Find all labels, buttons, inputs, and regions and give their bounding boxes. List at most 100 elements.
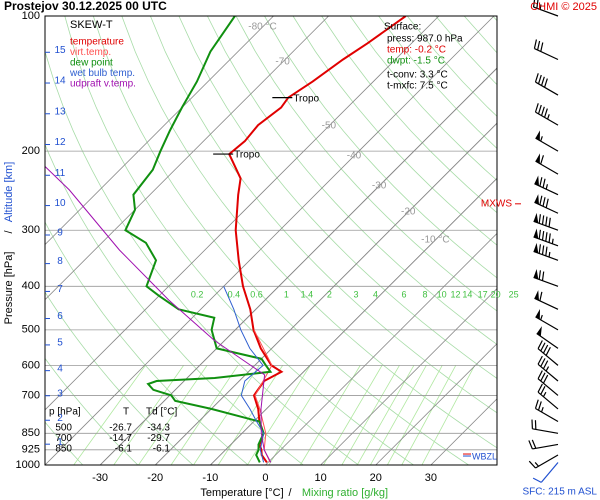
barb-full	[544, 108, 548, 118]
isotherm	[375, 343, 497, 465]
dry-adiabat	[178, 16, 497, 379]
table-cell: -6.1	[153, 444, 171, 455]
station-height: SFC: 215 m ASL	[523, 487, 598, 498]
overlay: 0.2 0.4 0.6 1 1.4 2 3 4 6 8 10 12 14 17 20 251002003004…	[16, 0, 559, 484]
barb-shaft	[535, 160, 559, 175]
surface-dwpt: dwpt: -1.5 °C	[387, 56, 445, 67]
barb-full	[537, 40, 541, 51]
barb-half	[542, 391, 547, 397]
dry-adiabat	[264, 16, 497, 279]
altitude-tick-label: 5	[57, 338, 63, 349]
barb-full	[528, 460, 536, 469]
isotherm-label: -10 °C	[421, 235, 449, 246]
barb-full	[542, 360, 549, 370]
barb-shaft	[537, 391, 559, 410]
mixing-ratio-line	[268, 365, 331, 465]
isotherm	[154, 122, 497, 465]
altitude-tick-label: 14	[54, 76, 66, 87]
isotherm	[45, 16, 329, 301]
mixing-ratio-line	[370, 365, 427, 465]
barb-half	[540, 314, 543, 321]
table-header: p [hPa]	[49, 407, 81, 418]
y-tick-label: 600	[22, 359, 40, 371]
wind-barb	[537, 355, 559, 382]
altitude-tick-label: 3	[57, 388, 63, 399]
barb-full	[540, 358, 546, 367]
tropopause-label: Tropo	[234, 150, 260, 161]
barb-full	[537, 383, 543, 393]
wind-barb	[528, 439, 559, 450]
x-axis-label: Temperature [°C]	[200, 487, 283, 499]
altitude-tick-label: 8	[57, 256, 63, 267]
wind-barb	[535, 130, 559, 152]
barb-full	[531, 439, 537, 449]
altitude-tick-label: 11	[55, 168, 66, 179]
y-axis-label-group: Pressure [hPa] / Altitude [km]	[3, 162, 15, 325]
wind-barb	[534, 194, 559, 214]
dry-adiabat	[235, 16, 497, 312]
barb-full	[541, 271, 545, 281]
mixing-ratio-label: 12	[450, 289, 460, 299]
barb-half	[545, 366, 550, 372]
barb-full	[539, 291, 543, 301]
chart-title: Prostejov 30.12.2025 00 UTC	[4, 0, 167, 13]
barb-full	[534, 73, 539, 83]
isotherm	[45, 16, 495, 465]
barb-pennant	[536, 326, 542, 337]
barb-pennant	[533, 212, 539, 224]
barb-half	[540, 136, 543, 142]
mixing-ratio-label: 1	[284, 289, 289, 299]
barb-shaft	[532, 428, 559, 434]
wbzl-label: WBZL	[472, 451, 497, 461]
barb-full	[548, 233, 551, 243]
wind-barb	[533, 242, 559, 261]
surface-title: Surface:	[384, 22, 421, 33]
mixing-ratio-label: 8	[422, 289, 427, 299]
barb-pennant	[534, 290, 539, 301]
barb-full	[537, 104, 542, 115]
barb-full	[540, 385, 546, 395]
mixing-ratio-line	[323, 365, 383, 465]
isotherm-label: -30	[372, 181, 387, 192]
altitude-tick-label: 10	[54, 198, 66, 209]
barb-full	[542, 178, 546, 188]
barb-half	[539, 4, 542, 10]
barb-full	[528, 440, 533, 450]
legend-label: wet bulb temp.	[69, 68, 135, 79]
isotherm	[99, 67, 497, 465]
isotherm	[320, 288, 497, 465]
isotherm-label: -40	[347, 151, 362, 162]
wind-barb	[537, 383, 559, 410]
wind-barb	[534, 399, 559, 423]
dry-adiabat	[150, 16, 497, 414]
y-axis-label: Pressure [hPa]	[3, 252, 15, 325]
mixing-ratio-label: 2	[327, 289, 332, 299]
dry-adiabat	[321, 16, 497, 214]
mixing-ratio-label: 20	[491, 289, 501, 299]
profile-line	[45, 165, 272, 463]
wind-barb	[533, 268, 559, 287]
x-tick-label: -10	[202, 472, 218, 484]
barb-full	[537, 355, 543, 365]
legend-label: dew point	[70, 58, 113, 69]
wind-barb	[532, 0, 559, 17]
x-tick-label: 10	[314, 472, 326, 484]
table-header: T	[123, 407, 129, 418]
max-wind-label: MXWS	[481, 198, 512, 209]
wind-barb	[533, 228, 559, 247]
legend-label: virt.temp.	[70, 47, 111, 58]
barb-full	[537, 401, 542, 411]
dry-adiabat	[207, 16, 497, 345]
legend-title: SKEW-T	[70, 19, 113, 31]
legend-label: udpraft v.temp.	[70, 79, 136, 90]
isotherm	[210, 177, 497, 465]
wind-barb	[528, 454, 559, 469]
barb-pennant	[533, 242, 539, 254]
wind-barb	[537, 370, 559, 396]
altitude-tick-label: 13	[54, 106, 66, 117]
y-tick-label: 1000	[16, 459, 40, 471]
isotherm	[45, 16, 274, 246]
barb-shaft	[534, 47, 559, 61]
barb-pennant	[535, 130, 540, 141]
mixing-ratio-line	[299, 365, 361, 465]
